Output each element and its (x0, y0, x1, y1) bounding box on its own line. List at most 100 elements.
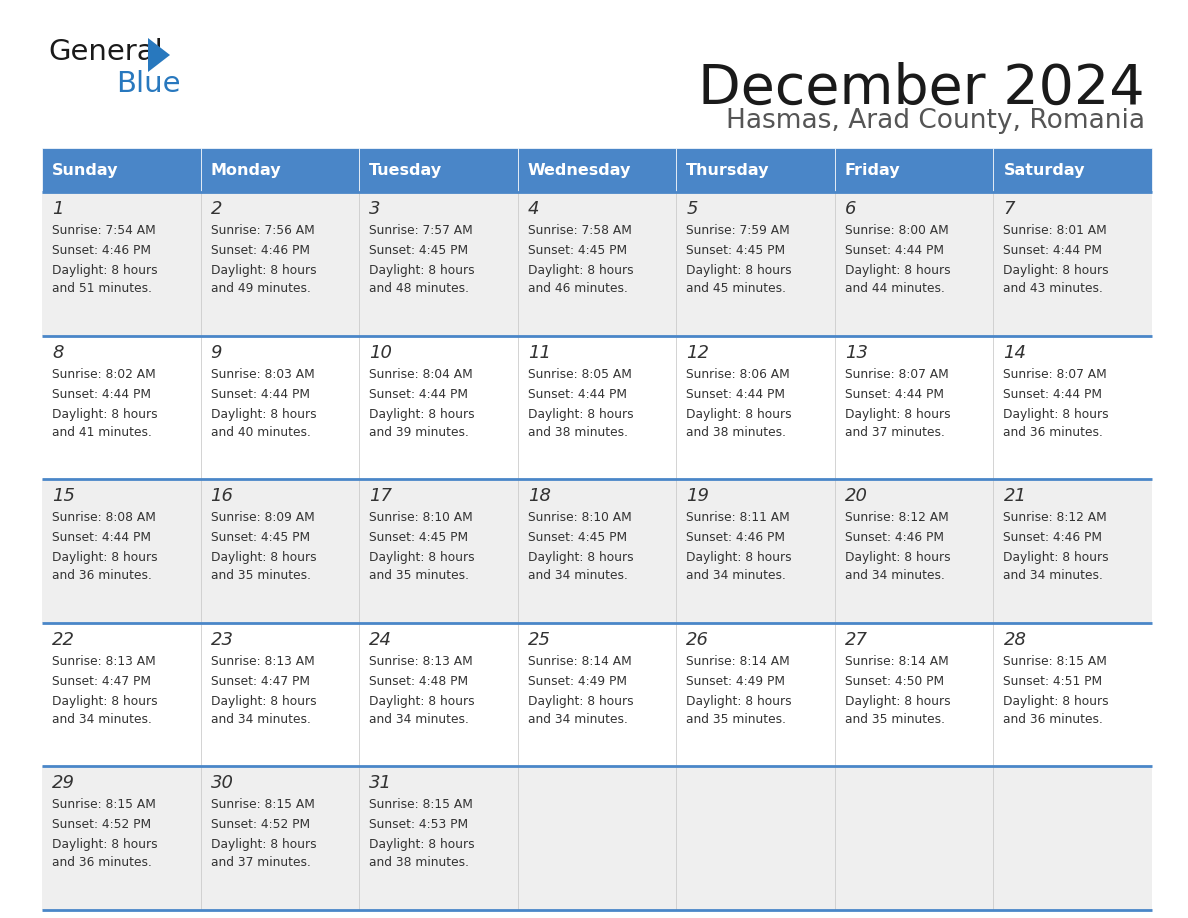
Text: Hasmas, Arad County, Romania: Hasmas, Arad County, Romania (726, 108, 1145, 134)
Text: and 34 minutes.: and 34 minutes. (52, 712, 152, 726)
Text: and 36 minutes.: and 36 minutes. (1004, 426, 1104, 439)
Text: Sunrise: 8:15 AM: Sunrise: 8:15 AM (52, 799, 156, 812)
Text: 5: 5 (687, 200, 697, 218)
Text: Sunrise: 8:13 AM: Sunrise: 8:13 AM (369, 655, 473, 667)
Text: 9: 9 (210, 343, 222, 362)
Text: Sunset: 4:48 PM: Sunset: 4:48 PM (369, 675, 468, 688)
Text: 14: 14 (1004, 343, 1026, 362)
Text: and 44 minutes.: and 44 minutes. (845, 282, 944, 295)
Text: 24: 24 (369, 631, 392, 649)
Text: and 40 minutes.: and 40 minutes. (210, 426, 310, 439)
Text: Daylight: 8 hours: Daylight: 8 hours (845, 695, 950, 708)
Text: Sunrise: 8:01 AM: Sunrise: 8:01 AM (1004, 224, 1107, 237)
Text: and 45 minutes.: and 45 minutes. (687, 282, 786, 295)
Text: 23: 23 (210, 631, 234, 649)
Text: and 49 minutes.: and 49 minutes. (210, 282, 310, 295)
Text: and 35 minutes.: and 35 minutes. (845, 712, 944, 726)
Text: Blue: Blue (116, 70, 181, 98)
Text: Sunrise: 8:12 AM: Sunrise: 8:12 AM (1004, 511, 1107, 524)
Text: 22: 22 (52, 631, 75, 649)
Text: Daylight: 8 hours: Daylight: 8 hours (845, 408, 950, 420)
Text: Sunset: 4:45 PM: Sunset: 4:45 PM (527, 532, 627, 544)
Text: Sunrise: 8:09 AM: Sunrise: 8:09 AM (210, 511, 315, 524)
Text: Daylight: 8 hours: Daylight: 8 hours (210, 551, 316, 565)
Text: 21: 21 (1004, 487, 1026, 505)
Text: Sunset: 4:44 PM: Sunset: 4:44 PM (687, 387, 785, 400)
Text: Sunset: 4:47 PM: Sunset: 4:47 PM (210, 675, 310, 688)
Text: Sunset: 4:45 PM: Sunset: 4:45 PM (687, 244, 785, 257)
Text: 8: 8 (52, 343, 63, 362)
Text: and 38 minutes.: and 38 minutes. (527, 426, 627, 439)
Text: 17: 17 (369, 487, 392, 505)
Text: Daylight: 8 hours: Daylight: 8 hours (1004, 264, 1110, 277)
Text: Sunset: 4:45 PM: Sunset: 4:45 PM (527, 244, 627, 257)
Text: Sunset: 4:44 PM: Sunset: 4:44 PM (845, 387, 943, 400)
Text: Daylight: 8 hours: Daylight: 8 hours (845, 551, 950, 565)
Text: Daylight: 8 hours: Daylight: 8 hours (845, 264, 950, 277)
Text: Daylight: 8 hours: Daylight: 8 hours (1004, 695, 1110, 708)
Text: Sunrise: 8:13 AM: Sunrise: 8:13 AM (210, 655, 315, 667)
Text: Daylight: 8 hours: Daylight: 8 hours (210, 695, 316, 708)
Text: Sunset: 4:44 PM: Sunset: 4:44 PM (369, 387, 468, 400)
Text: Sunrise: 8:03 AM: Sunrise: 8:03 AM (210, 367, 315, 381)
Text: 19: 19 (687, 487, 709, 505)
Text: and 43 minutes.: and 43 minutes. (1004, 282, 1104, 295)
Text: and 34 minutes.: and 34 minutes. (687, 569, 786, 582)
Text: Daylight: 8 hours: Daylight: 8 hours (527, 695, 633, 708)
Text: and 34 minutes.: and 34 minutes. (527, 569, 627, 582)
Text: Daylight: 8 hours: Daylight: 8 hours (210, 408, 316, 420)
Text: 28: 28 (1004, 631, 1026, 649)
Text: 16: 16 (210, 487, 234, 505)
Text: Daylight: 8 hours: Daylight: 8 hours (687, 264, 792, 277)
Text: Sunrise: 8:14 AM: Sunrise: 8:14 AM (527, 655, 632, 667)
Text: Daylight: 8 hours: Daylight: 8 hours (52, 551, 158, 565)
Text: Sunset: 4:44 PM: Sunset: 4:44 PM (845, 244, 943, 257)
Text: Sunrise: 8:08 AM: Sunrise: 8:08 AM (52, 511, 156, 524)
Text: Daylight: 8 hours: Daylight: 8 hours (687, 695, 792, 708)
Text: Sunset: 4:46 PM: Sunset: 4:46 PM (210, 244, 310, 257)
Text: Daylight: 8 hours: Daylight: 8 hours (52, 695, 158, 708)
Text: Sunrise: 7:58 AM: Sunrise: 7:58 AM (527, 224, 632, 237)
Bar (201, 148, 359, 192)
Bar (993, 148, 1152, 192)
Text: and 34 minutes.: and 34 minutes. (845, 569, 944, 582)
Text: Daylight: 8 hours: Daylight: 8 hours (210, 264, 316, 277)
Text: and 35 minutes.: and 35 minutes. (369, 569, 469, 582)
Text: Sunset: 4:50 PM: Sunset: 4:50 PM (845, 675, 944, 688)
Text: and 39 minutes.: and 39 minutes. (369, 426, 469, 439)
Text: Thursday: Thursday (687, 162, 770, 177)
Text: 26: 26 (687, 631, 709, 649)
Text: 15: 15 (52, 487, 75, 505)
Text: Sunset: 4:46 PM: Sunset: 4:46 PM (845, 532, 943, 544)
Text: and 36 minutes.: and 36 minutes. (1004, 712, 1104, 726)
Text: Sunset: 4:45 PM: Sunset: 4:45 PM (369, 532, 468, 544)
Text: and 38 minutes.: and 38 minutes. (687, 426, 786, 439)
Text: and 37 minutes.: and 37 minutes. (845, 426, 944, 439)
Text: and 34 minutes.: and 34 minutes. (369, 712, 469, 726)
Text: Wednesday: Wednesday (527, 162, 631, 177)
Text: 27: 27 (845, 631, 868, 649)
Text: Sunset: 4:44 PM: Sunset: 4:44 PM (52, 387, 151, 400)
Text: General: General (48, 38, 163, 66)
Bar (42, 622, 1152, 767)
Text: Sunrise: 7:54 AM: Sunrise: 7:54 AM (52, 224, 156, 237)
Text: Sunset: 4:46 PM: Sunset: 4:46 PM (1004, 532, 1102, 544)
Text: Sunrise: 8:12 AM: Sunrise: 8:12 AM (845, 511, 948, 524)
Bar (359, 148, 518, 192)
Text: Sunset: 4:49 PM: Sunset: 4:49 PM (527, 675, 627, 688)
Text: Sunrise: 8:10 AM: Sunrise: 8:10 AM (369, 511, 473, 524)
Text: 12: 12 (687, 343, 709, 362)
Text: and 37 minutes.: and 37 minutes. (210, 856, 310, 869)
Text: 7: 7 (1004, 200, 1015, 218)
Text: Tuesday: Tuesday (369, 162, 442, 177)
Text: and 34 minutes.: and 34 minutes. (210, 712, 310, 726)
Text: Daylight: 8 hours: Daylight: 8 hours (369, 551, 475, 565)
Text: Sunrise: 8:07 AM: Sunrise: 8:07 AM (845, 367, 948, 381)
Text: and 35 minutes.: and 35 minutes. (210, 569, 310, 582)
Text: Daylight: 8 hours: Daylight: 8 hours (369, 838, 475, 851)
Text: 18: 18 (527, 487, 551, 505)
Polygon shape (148, 38, 170, 72)
Text: Daylight: 8 hours: Daylight: 8 hours (1004, 408, 1110, 420)
Text: Daylight: 8 hours: Daylight: 8 hours (527, 551, 633, 565)
Text: and 46 minutes.: and 46 minutes. (527, 282, 627, 295)
